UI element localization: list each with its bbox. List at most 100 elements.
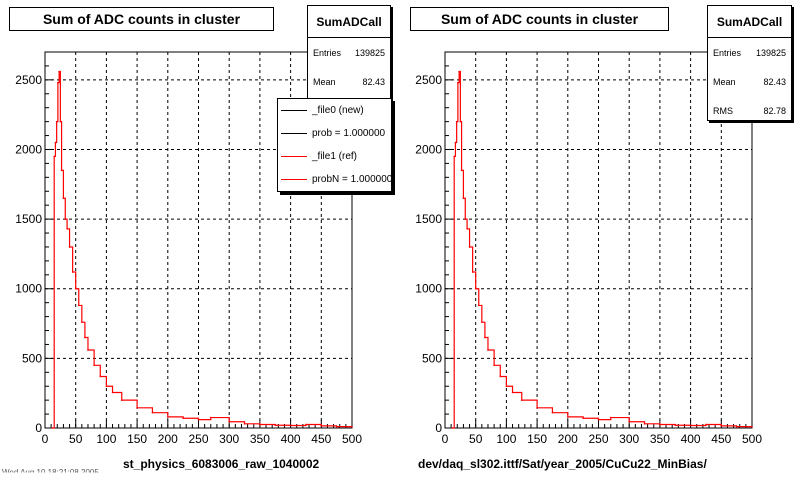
data-point — [451, 427, 454, 429]
x-tick-label: 0 — [42, 432, 49, 446]
data-point — [674, 424, 677, 427]
x-tick-label: 250 — [588, 432, 608, 446]
chart-title: Sum of ADC counts in cluster — [9, 7, 274, 31]
rms-value: 82.78 — [763, 105, 786, 116]
y-tick-label: 1500 — [415, 212, 442, 226]
x-tick-label: 500 — [742, 432, 762, 446]
data-point — [493, 364, 495, 367]
data-point — [51, 427, 54, 429]
data-point — [66, 228, 68, 230]
data-point — [643, 423, 646, 425]
data-point — [151, 411, 154, 414]
data-point — [197, 418, 200, 421]
data-point — [689, 424, 692, 427]
y-tick-label: 2500 — [415, 73, 442, 87]
x-tick-label: 300 — [619, 432, 639, 446]
data-point — [751, 426, 753, 428]
y-tick-label: 1000 — [15, 282, 42, 296]
data-point — [243, 423, 246, 425]
legend-label: prob = 1.000000 — [312, 128, 386, 139]
entries-label: Entries — [713, 47, 742, 58]
x-tick-label: 200 — [158, 432, 178, 446]
data-point — [477, 304, 480, 307]
legend: _file0 (new) prob = 1.000000 _file1 (ref… — [277, 98, 392, 192]
data-point — [460, 169, 463, 172]
stats-box: SumADCall Entries 139825 Mean 82.43 RMS 82.… — [707, 5, 792, 121]
footer-timestamp: Wed Aug 10 18:21:08 2005 — [2, 468, 99, 477]
data-point — [136, 407, 138, 409]
x-tick-label: 400 — [281, 432, 301, 446]
data-point — [484, 336, 486, 339]
data-point — [62, 197, 65, 200]
x-tick-label: 500 — [342, 432, 362, 446]
data-point — [505, 385, 508, 388]
data-point — [659, 423, 661, 426]
stats-box: SumADCall Entries 139825 Mean 82.43 — [307, 5, 391, 99]
data-point — [305, 423, 307, 426]
entries-value: 139825 — [354, 47, 385, 58]
data-point — [464, 218, 467, 220]
data-point — [582, 417, 584, 420]
y-tick-label: 2500 — [15, 73, 42, 87]
data-point — [351, 426, 353, 428]
legend-swatch — [281, 133, 307, 134]
data-point — [536, 407, 538, 409]
mean-value: 82.43 — [362, 76, 385, 87]
data-point — [459, 120, 462, 123]
x-axis-label: st_physics_6083006_raw_1040002 — [123, 457, 320, 471]
data-point — [471, 271, 474, 273]
data-point — [64, 218, 67, 220]
data-point — [84, 336, 86, 339]
data-point — [274, 424, 277, 427]
data-point — [567, 416, 569, 418]
data-point — [71, 271, 74, 273]
data-point — [457, 81, 459, 84]
data-point — [474, 287, 477, 290]
mean-value: 82.43 — [763, 76, 786, 87]
data-point — [458, 70, 460, 73]
data-point — [77, 304, 80, 307]
data-point — [81, 321, 83, 323]
data-point — [99, 375, 102, 378]
data-point — [466, 228, 468, 230]
data-point — [499, 375, 502, 378]
y-tick-label: 2000 — [415, 142, 442, 156]
rms-label: RMS — [713, 105, 733, 116]
data-point — [628, 420, 630, 423]
y-tick-label: 1000 — [415, 282, 442, 296]
data-point — [111, 391, 114, 394]
x-tick-label: 50 — [69, 432, 83, 446]
data-point — [55, 120, 58, 123]
y-tick-label: 500 — [22, 351, 42, 365]
entries-label: Entries — [313, 47, 342, 58]
data-point — [481, 321, 483, 323]
legend-entry: _file1 (ref) — [278, 145, 391, 168]
data-point — [520, 399, 523, 401]
legend-label: _file0 (new) — [312, 105, 364, 116]
legend-entry: probN = 1.000000 — [278, 168, 391, 191]
data-point — [335, 425, 338, 428]
data-point — [289, 424, 292, 427]
data-point — [209, 416, 212, 419]
data-point — [93, 364, 95, 367]
y-tick-label: 0 — [435, 421, 442, 435]
x-tick-label: 250 — [188, 432, 208, 446]
x-axis-label: dev/daq_sl302.ittf/Sat/year_2005/CuCu22_… — [418, 457, 707, 471]
x-tick-label: 150 — [127, 432, 147, 446]
data-point — [74, 287, 77, 290]
x-tick-label: 300 — [219, 432, 239, 446]
data-point — [57, 81, 59, 84]
data-point — [182, 417, 184, 420]
data-point — [487, 349, 489, 351]
data-point — [609, 416, 612, 419]
x-tick-label: 450 — [311, 432, 331, 446]
entries-value: 139825 — [755, 47, 786, 58]
x-tick-label: 400 — [681, 432, 701, 446]
y-tick-label: 1500 — [15, 212, 42, 226]
data-point — [551, 411, 554, 414]
data-point — [59, 120, 62, 123]
x-tick-label: 150 — [527, 432, 547, 446]
data-point — [105, 385, 108, 388]
data-point — [53, 155, 56, 158]
